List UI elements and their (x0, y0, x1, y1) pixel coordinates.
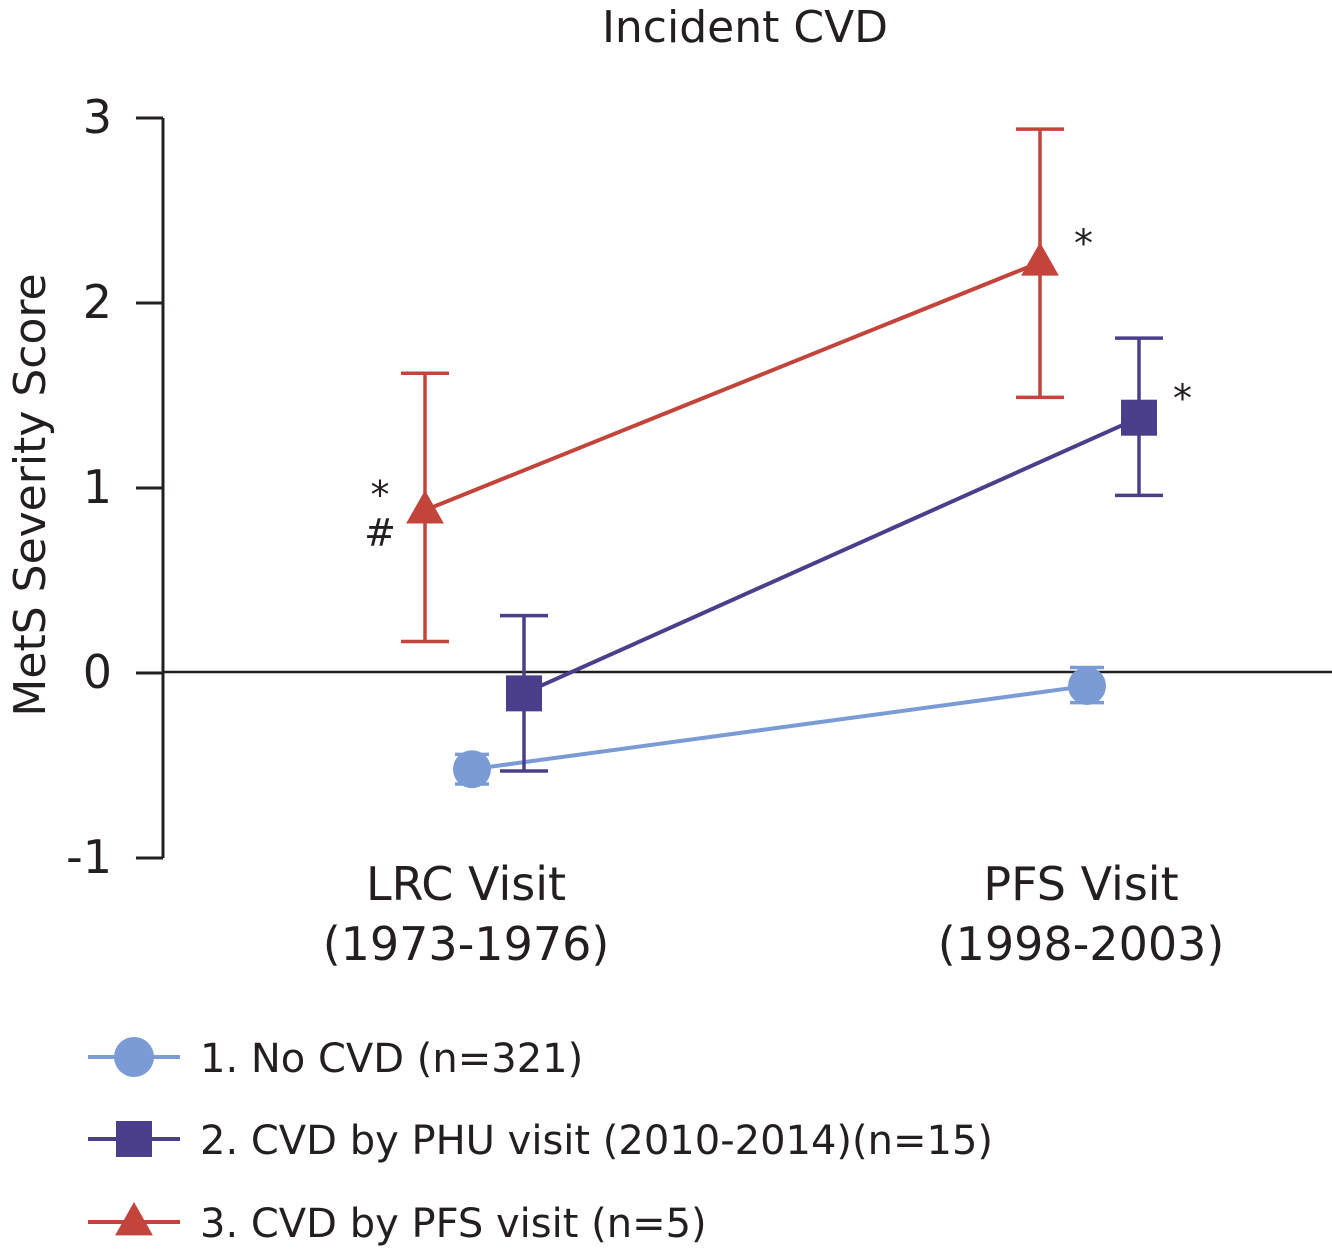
legend: 1. No CVD (n=321) 2. CVD by PHU visit (20… (88, 1036, 993, 1247)
x-category-label: LRC Visit (366, 857, 566, 911)
y-ticks: 3 2 1 0 -1 (66, 90, 163, 884)
legend-label: 3. CVD by PFS visit (n=5) (200, 1201, 707, 1247)
y-tick-label: -1 (66, 830, 112, 884)
data-point-circle (114, 1037, 154, 1077)
annotation-label: * (371, 473, 390, 517)
y-tick-label: 3 (83, 90, 112, 144)
legend-item: 3. CVD by PFS visit (n=5) (88, 1201, 707, 1247)
data-point-circle (1068, 666, 1106, 705)
annotation-label: * (1173, 377, 1192, 421)
y-tick-label: 2 (83, 275, 112, 329)
x-category-sublabel: (1973-1976) (323, 917, 610, 971)
annotation-label: * (1074, 221, 1093, 265)
data-point-triangle (406, 490, 444, 524)
significance-annotations: **#* (364, 221, 1192, 555)
series-1 (453, 665, 1106, 789)
series-line (523, 415, 1140, 696)
series-line (471, 683, 1088, 772)
legend-item: 1. No CVD (n=321) (88, 1036, 583, 1082)
legend-label: 2. CVD by PHU visit (2010-2014)(n=15) (200, 1118, 993, 1164)
legend-item: 2. CVD by PHU visit (2010-2014)(n=15) (88, 1118, 993, 1164)
y-tick-label: 0 (83, 645, 112, 699)
x-category-labels: LRC Visit (1973-1976) PFS Visit (1998-2003) (323, 857, 1225, 971)
data-point-square (506, 675, 542, 712)
series-2 (500, 336, 1163, 773)
data-point-circle (453, 750, 491, 789)
y-tick-label: 1 (83, 460, 112, 514)
x-category-sublabel: (1998-2003) (938, 917, 1225, 971)
data-point-square (116, 1121, 152, 1157)
x-category-label: PFS Visit (983, 857, 1178, 911)
series-group (401, 127, 1163, 789)
series-3 (401, 127, 1064, 644)
y-axis-label: MetS Severity Score (5, 273, 56, 716)
series-line (424, 260, 1041, 513)
data-point-square (1121, 399, 1157, 436)
data-point-triangle (115, 1202, 153, 1236)
chart-title: Incident CVD (602, 2, 888, 53)
legend-label: 1. No CVD (n=321) (200, 1036, 583, 1082)
data-point-triangle (1021, 242, 1059, 276)
annotation-label: # (364, 511, 396, 555)
